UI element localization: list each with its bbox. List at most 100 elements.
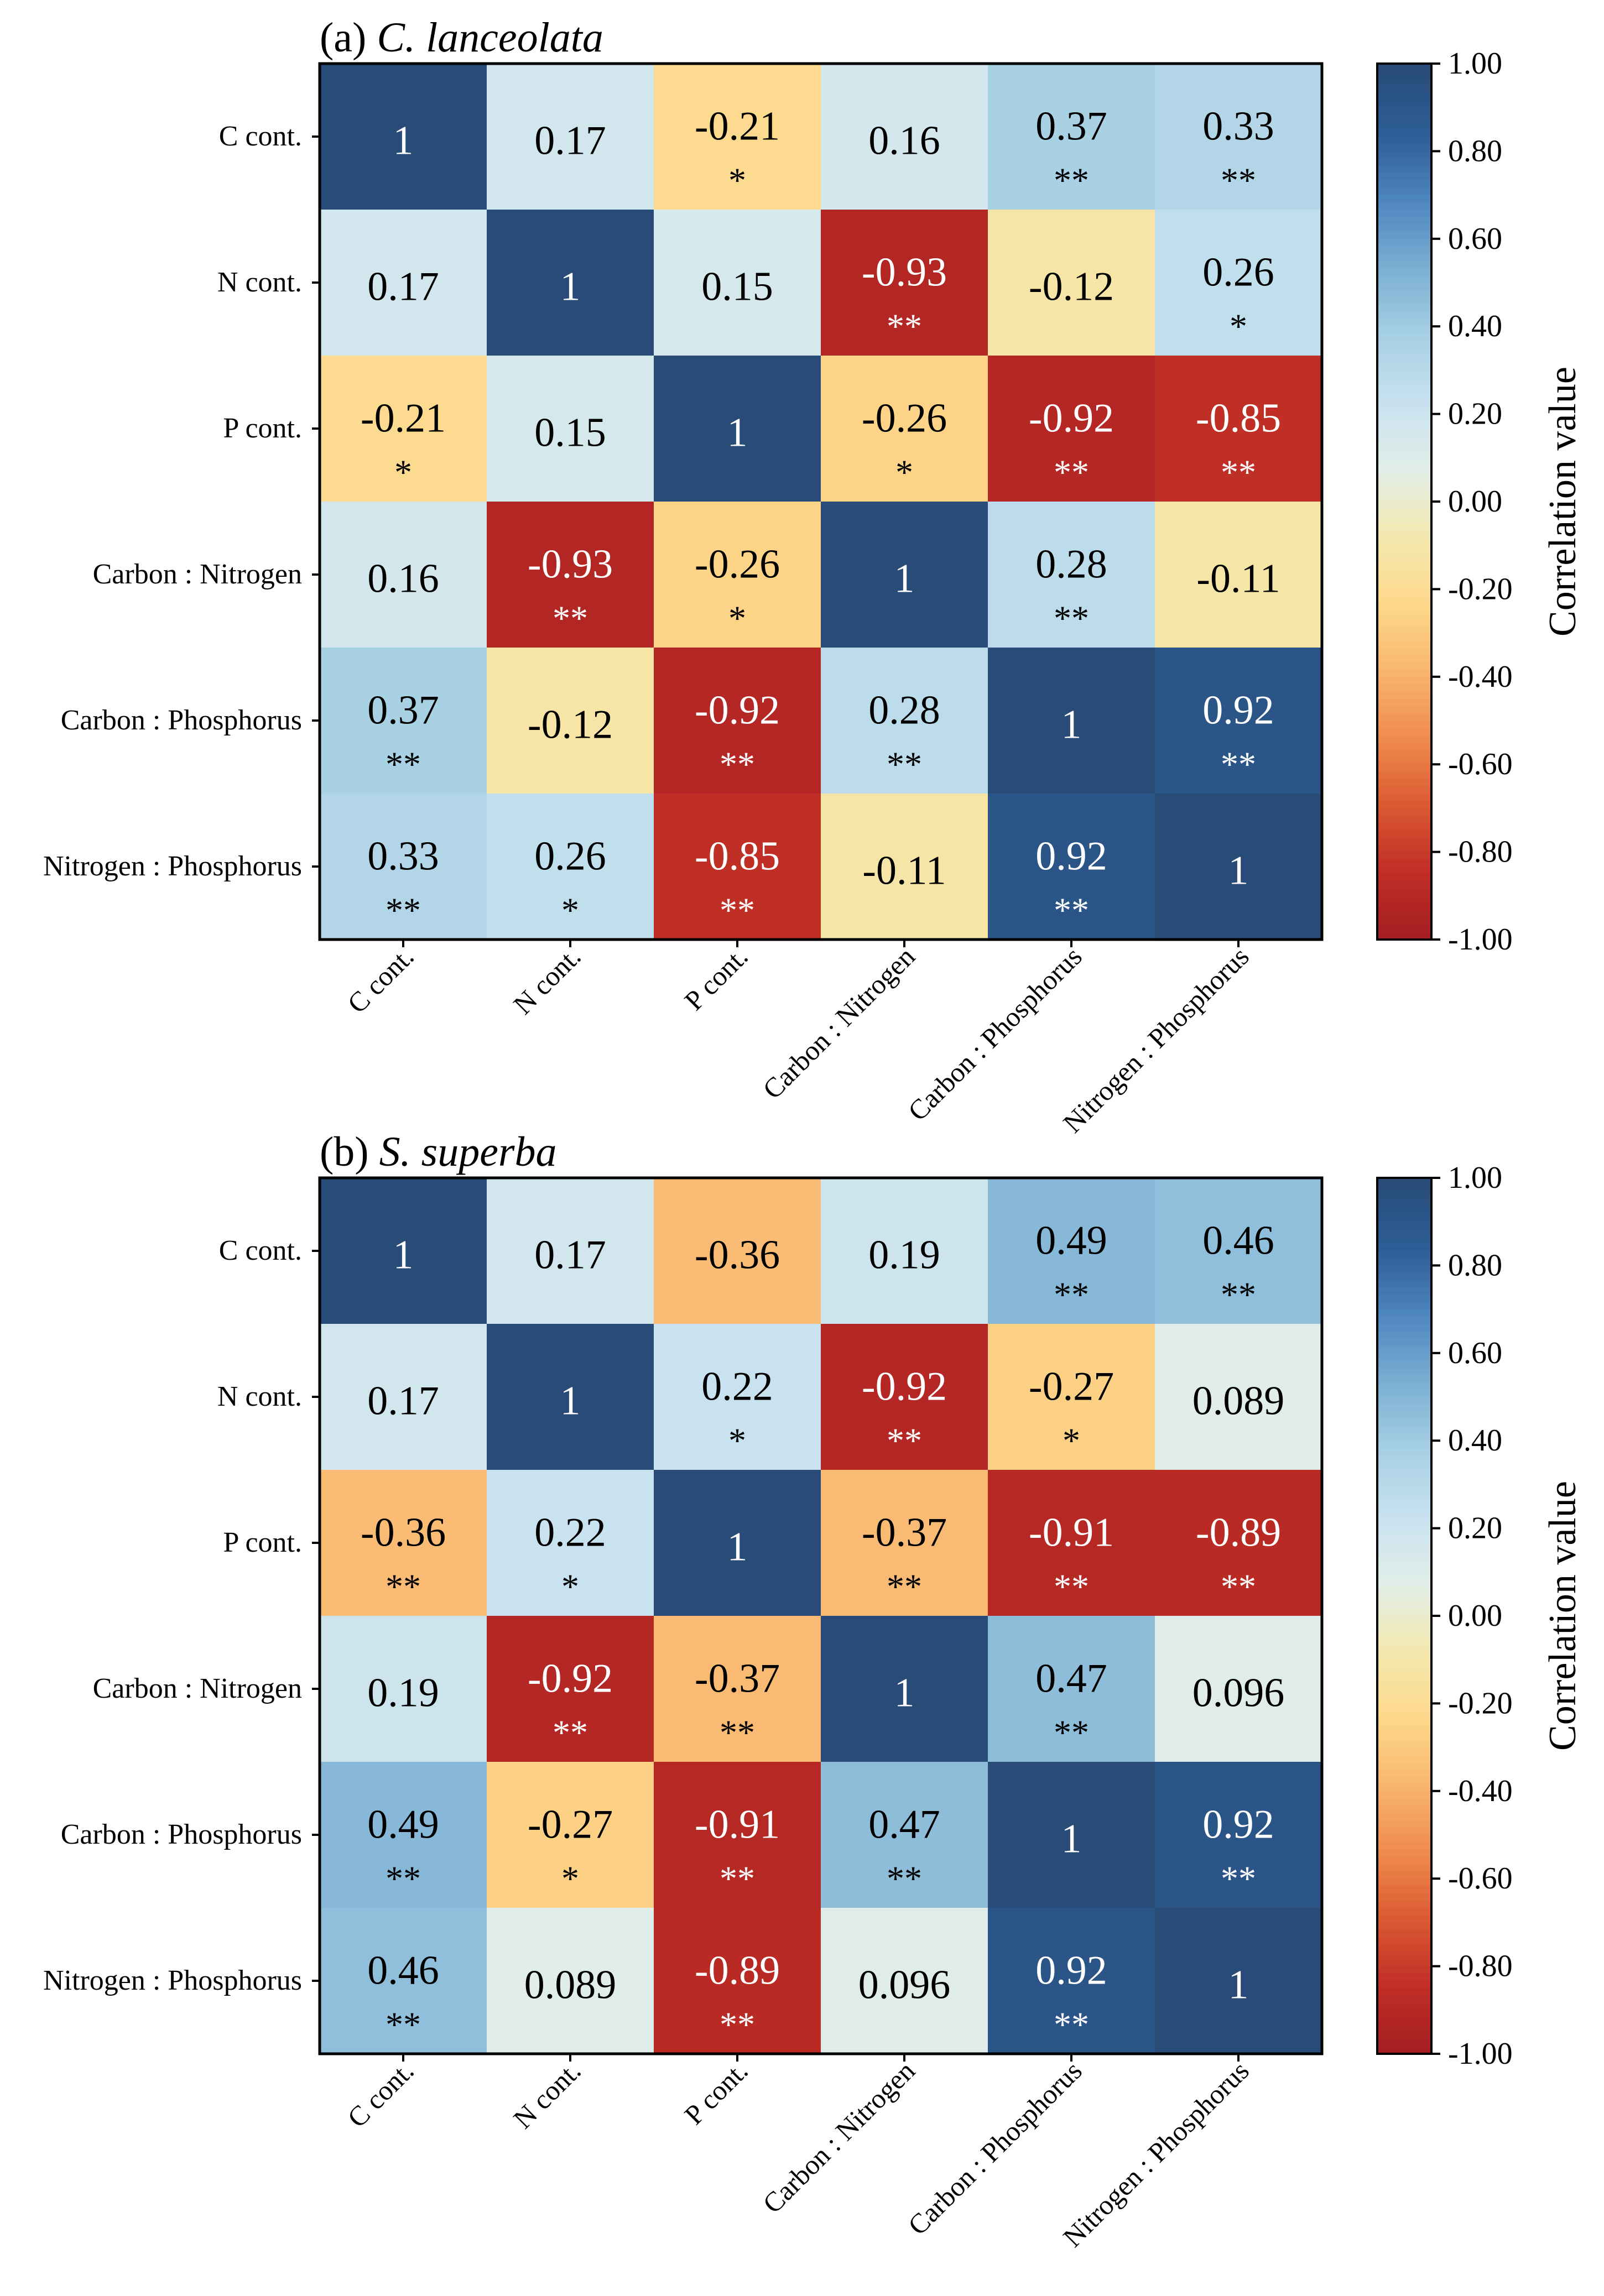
colorbar-segment [1377,1375,1431,1383]
cell-value-label: 0.37 [1035,103,1107,149]
colorbar-segment [1377,64,1431,72]
row-label: Carbon : Nitrogen [93,559,302,590]
colorbar-segment [1377,560,1431,568]
colorbar-tick-label: -0.20 [1448,572,1513,606]
colorbar-segment [1377,552,1431,561]
cell-value-label: 1 [393,1233,414,1278]
colorbar-segment [1377,1251,1431,1259]
colorbar-segment [1377,494,1431,502]
colorbar-segment [1377,1258,1431,1266]
column-label: Nitrogen : Phosphorus [1057,2055,1255,2253]
significance-marker: ** [1221,452,1256,492]
heatmap-cell [1155,1324,1322,1470]
colorbar-segment [1377,1302,1431,1310]
colorbar-segment [1377,603,1431,612]
cell-value-label: 0.15 [701,264,773,310]
significance-marker: * [728,1421,746,1460]
colorbar-segment [1377,1477,1431,1485]
colorbar-segment [1377,567,1431,575]
colorbar-segment [1377,275,1431,283]
cell-value-label: 1 [1228,848,1249,894]
colorbar-segment [1377,2046,1431,2054]
colorbar-segment [1377,844,1431,853]
heatmap-cell [487,1470,654,1616]
colorbar-segment [1377,633,1431,641]
significance-marker: ** [720,890,755,930]
colorbar-segment [1377,662,1431,670]
heatmap-cell [654,1908,821,2054]
colorbar-segment [1377,1754,1431,1762]
heatmap-cell [320,210,487,356]
significance-marker: * [561,1567,579,1606]
cell-value-label: -0.92 [1029,395,1114,441]
colorbar-segment [1377,1550,1431,1558]
colorbar-segment [1377,917,1431,926]
colorbar-tick-label: 0.80 [1448,134,1502,168]
cell-value-label: 0.089 [1192,1379,1285,1424]
colorbar-segment [1377,1981,1431,1989]
colorbar-segment [1377,502,1431,510]
significance-marker: ** [720,1713,755,1752]
heatmap-cell [320,1616,487,1762]
colorbar-segment [1377,297,1431,305]
colorbar-segment [1377,1272,1431,1281]
column-label: P cont. [678,2055,754,2131]
colorbar-segment [1377,1689,1431,1697]
colorbar-segment [1377,801,1431,809]
colorbar-segment [1377,538,1431,546]
significance-marker: ** [386,2005,421,2044]
heatmap-cell [988,502,1155,648]
colorbar-segment [1377,1426,1431,1434]
colorbar-segment [1377,1783,1431,1792]
colorbar-segment [1377,1207,1431,1215]
colorbar-segment [1377,1535,1431,1543]
colorbar-tick-label: -0.20 [1448,1686,1513,1720]
colorbar-segment [1377,253,1431,262]
colorbar-segment [1377,1776,1431,1784]
cell-value-label: 0.92 [1202,687,1274,733]
colorbar-segment [1377,1521,1431,1529]
colorbar-segment [1377,888,1431,896]
significance-marker: ** [1221,160,1256,200]
cell-value-label: -0.93 [862,249,947,295]
colorbar-segment [1377,1455,1431,1463]
colorbar-segment [1377,837,1431,846]
colorbar-segment [1377,1543,1431,1551]
colorbar-segment [1377,319,1431,327]
cell-value-label: 0.22 [701,1364,773,1409]
significance-marker: ** [1054,452,1089,492]
significance-marker: ** [386,744,421,784]
colorbar-segment [1377,224,1431,232]
colorbar-segment [1377,392,1431,400]
heatmap-cell [654,1324,821,1470]
colorbar-segment [1377,1798,1431,1807]
colorbar-segment [1377,341,1431,349]
colorbar-segment [1377,1491,1431,1500]
colorbar-segment [1377,932,1431,940]
colorbar-segment [1377,2024,1431,2033]
colorbar-segment [1377,684,1431,692]
cell-value-label: 0.49 [367,1802,439,1847]
column-label: P cont. [678,941,754,1016]
colorbar-segment [1377,1769,1431,1777]
heatmap-cell [320,502,487,648]
colorbar-segment [1377,1806,1431,1814]
colorbar-segment [1377,71,1431,79]
colorbar-tick-label: 0.80 [1448,1248,1502,1282]
significance-marker: * [895,452,913,492]
colorbar-segment [1377,1331,1431,1339]
colorbar-segment [1377,158,1431,166]
colorbar-segment [1377,1368,1431,1376]
significance-marker: * [561,1859,579,1898]
colorbar-segment [1377,1696,1431,1704]
heatmap-cell [487,210,654,356]
heatmap-cell [654,1470,821,1616]
colorbar-segment [1377,238,1431,247]
significance-marker: ** [1054,2005,1089,2044]
heatmap-cell [821,1908,988,2054]
cell-value-label: -0.26 [695,541,780,587]
significance-marker: ** [887,744,922,784]
colorbar-segment [1377,377,1431,385]
heatmap-cell [1155,648,1322,794]
